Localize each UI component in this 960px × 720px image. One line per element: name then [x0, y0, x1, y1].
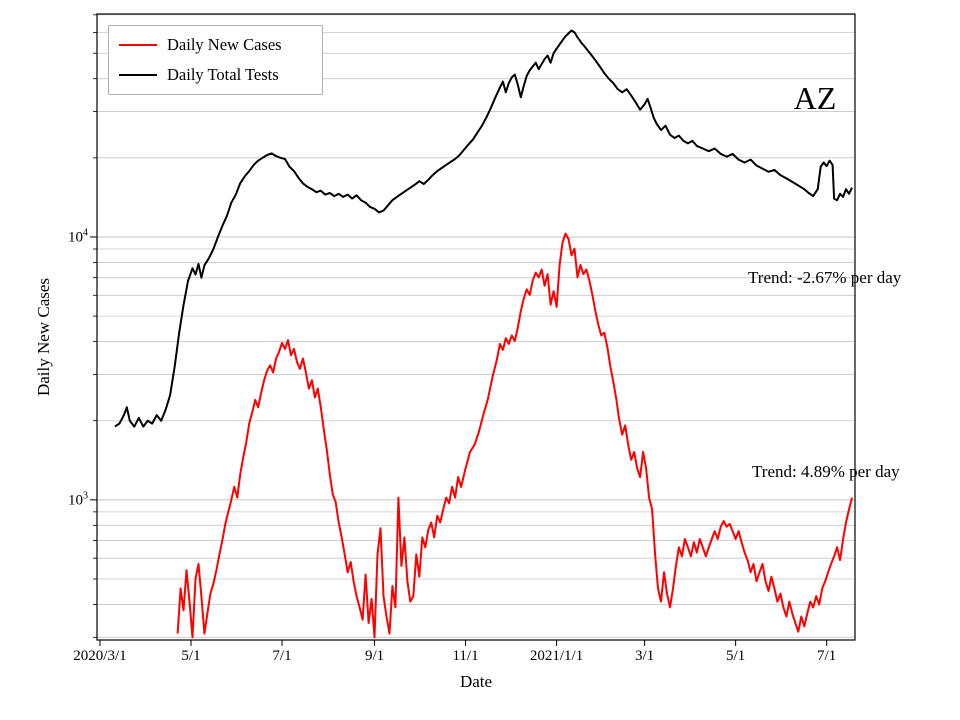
- y-axis-label: Daily New Cases: [34, 277, 53, 397]
- trend-annotation-cases: Trend: 4.89% per day: [752, 462, 900, 481]
- y-tick-label: 104: [68, 227, 88, 246]
- series-line-daily-new-cases: [176, 232, 853, 639]
- x-axis-label: Date: [459, 672, 493, 691]
- x-tick-label: 7/1: [817, 648, 837, 664]
- y-tick-label: 103: [68, 490, 88, 509]
- x-tick-label: 5/1: [181, 648, 201, 664]
- x-tick-label: 7/1: [272, 648, 292, 664]
- trend-annotation-tests: Trend: -2.67% per day: [748, 268, 902, 287]
- x-tick-label: 3/1: [635, 648, 655, 664]
- x-tick-label: 2020/3/1: [73, 648, 127, 664]
- plot-border: [96, 13, 856, 641]
- series-line-daily-total-tests: [114, 29, 853, 428]
- legend-line-black: [119, 74, 157, 76]
- legend: Daily New Cases Daily Total Tests: [108, 25, 323, 95]
- x-tick-label: 11/1: [452, 648, 479, 664]
- legend-label: Daily Total Tests: [167, 65, 279, 84]
- x-tick-label: 5/1: [726, 648, 746, 664]
- x-tick-label: 2021/1/1: [529, 648, 584, 664]
- legend-line-red: [119, 44, 157, 46]
- x-tick-label: 9/1: [364, 648, 385, 664]
- legend-entry-daily-new-cases: Daily New Cases: [119, 35, 308, 55]
- state-label: AZ: [793, 80, 837, 116]
- legend-entry-daily-total-tests: Daily Total Tests: [119, 65, 308, 85]
- legend-label: Daily New Cases: [167, 35, 282, 54]
